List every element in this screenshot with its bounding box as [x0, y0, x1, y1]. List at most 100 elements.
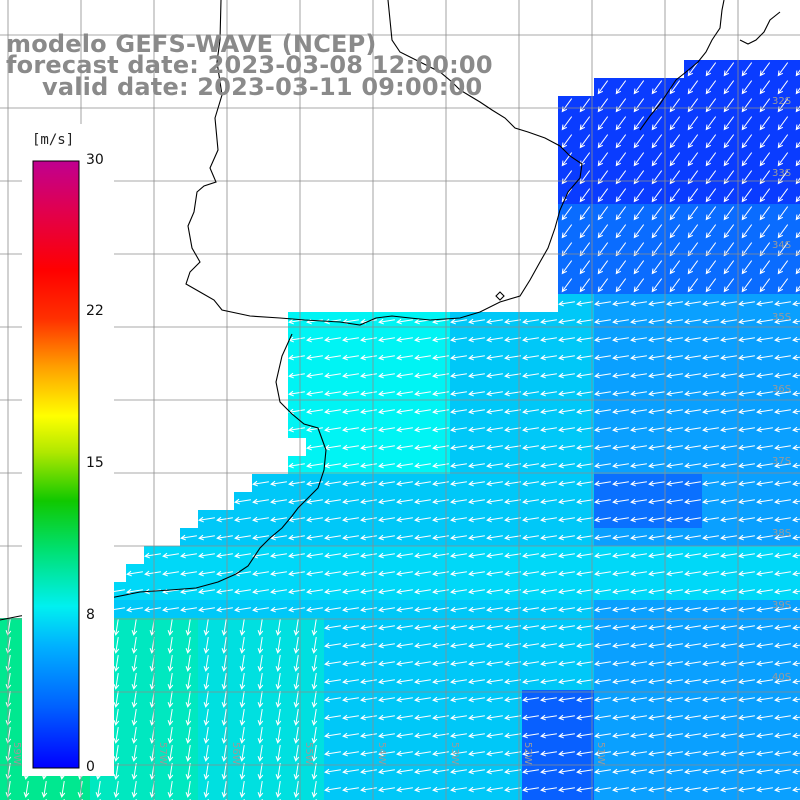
- wind-arrow: [450, 390, 467, 397]
- wind-arrow: [41, 781, 48, 798]
- wind-arrow: [450, 372, 467, 379]
- wind-arrow: [576, 336, 593, 343]
- wind-arrow: [702, 552, 719, 559]
- wind-arrow: [792, 444, 800, 451]
- wind-arrow: [450, 642, 467, 649]
- wind-arrow: [795, 285, 800, 293]
- wind-arrow: [468, 534, 485, 541]
- wind-arrow: [630, 498, 647, 505]
- wind-arrow: [257, 637, 264, 654]
- wind-arrow: [651, 260, 663, 275]
- wind-arrow: [684, 390, 701, 397]
- wind-arrow: [185, 619, 192, 636]
- wind-arrow: [792, 786, 800, 793]
- wind-arrow: [540, 714, 557, 721]
- wind-arrow: [378, 732, 395, 739]
- wind-arrow: [702, 570, 719, 577]
- wind-arrow: [651, 188, 663, 203]
- wind-arrow: [414, 534, 431, 541]
- wind-arrow: [792, 498, 800, 505]
- wind-cell: [720, 798, 738, 800]
- wind-arrow: [342, 444, 359, 451]
- wind-arrow: [579, 206, 591, 221]
- wind-arrow: [774, 732, 791, 739]
- wind-arrow: [630, 300, 647, 307]
- wind-arrow: [504, 714, 521, 721]
- wind-arrow: [558, 498, 575, 505]
- wind-arrow: [558, 732, 575, 739]
- wind-arrow: [615, 80, 627, 95]
- wind-arrow: [396, 750, 413, 757]
- wind-arrow: [558, 588, 575, 595]
- wind-cell: [558, 798, 576, 800]
- wind-arrow: [579, 278, 591, 293]
- wind-arrow: [306, 606, 323, 613]
- wind-arrow: [450, 624, 467, 631]
- wind-arrow: [738, 372, 755, 379]
- wind-arrow: [684, 480, 701, 487]
- wind-arrow: [234, 588, 251, 595]
- wind-arrow: [162, 570, 179, 577]
- wind-arrow: [774, 426, 791, 433]
- wind-arrow: [522, 750, 539, 757]
- wind-arrow: [630, 642, 647, 649]
- wind-arrow: [669, 260, 681, 275]
- wind-arrow: [378, 444, 395, 451]
- wind-cell: [450, 798, 468, 800]
- wind-arrow: [576, 426, 593, 433]
- wind-arrow: [756, 732, 773, 739]
- wind-arrow: [630, 516, 647, 523]
- wind-arrow: [774, 300, 791, 307]
- wind-arrow: [774, 660, 791, 667]
- wind-arrow: [396, 642, 413, 649]
- wind-arrow: [741, 80, 753, 95]
- wind-arrow: [311, 691, 318, 708]
- wind-arrow: [723, 134, 735, 149]
- wind-arrow: [738, 480, 755, 487]
- wind-arrow: [324, 606, 341, 613]
- wind-cell: [288, 798, 306, 800]
- wind-arrow: [360, 732, 377, 739]
- wind-arrow: [792, 336, 800, 343]
- wind-arrow: [203, 763, 210, 780]
- wind-arrow: [185, 763, 192, 780]
- wind-arrow: [522, 480, 539, 487]
- wind-arrow: [522, 786, 539, 793]
- wind-arrow: [540, 426, 557, 433]
- wind-arrow: [468, 426, 485, 433]
- wind-cell: [792, 636, 800, 654]
- wind-arrow: [342, 462, 359, 469]
- wind-arrow: [558, 336, 575, 343]
- wind-arrow: [558, 552, 575, 559]
- wind-arrow: [324, 534, 341, 541]
- wind-arrow: [540, 642, 557, 649]
- wind-arrow: [293, 745, 300, 762]
- wind-arrow: [522, 408, 539, 415]
- wind-arrow: [777, 206, 789, 221]
- wind-arrow: [669, 224, 681, 239]
- wind-arrow: [468, 390, 485, 397]
- wind-arrow: [396, 534, 413, 541]
- wind-arrow: [486, 552, 503, 559]
- wind-arrow: [792, 714, 800, 721]
- wind-arrow: [450, 426, 467, 433]
- wind-arrow: [203, 637, 210, 654]
- wind-arrow: [774, 462, 791, 469]
- wind-arrow: [720, 426, 737, 433]
- wind-cell: [792, 294, 800, 312]
- wind-arrow: [185, 709, 192, 726]
- wind-arrow: [774, 786, 791, 793]
- wind-arrow: [504, 444, 521, 451]
- wind-arrow: [594, 606, 611, 613]
- wind-arrow: [594, 390, 611, 397]
- wind-arrow: [684, 678, 701, 685]
- wind-arrow: [342, 480, 359, 487]
- wind-cell: [792, 420, 800, 438]
- lat-label: 35S: [772, 312, 791, 323]
- wind-cell: [792, 222, 800, 240]
- wind-arrow: [342, 732, 359, 739]
- lat-label: 33S: [772, 168, 791, 179]
- wind-arrow: [594, 696, 611, 703]
- wind-arrow: [306, 390, 323, 397]
- wind-arrow: [648, 318, 665, 325]
